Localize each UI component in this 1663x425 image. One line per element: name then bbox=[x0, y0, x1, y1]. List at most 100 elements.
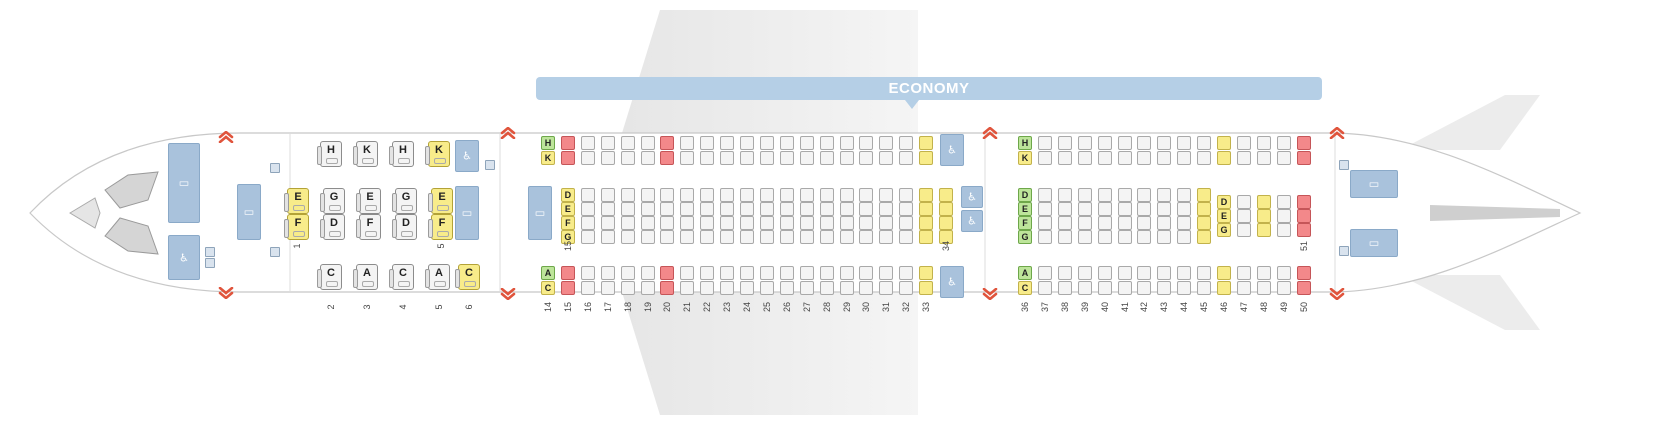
economy-seat[interactable] bbox=[1137, 202, 1152, 216]
economy-seat[interactable] bbox=[939, 188, 953, 202]
economy-seat[interactable] bbox=[1037, 216, 1052, 230]
economy-seat[interactable] bbox=[879, 151, 894, 165]
economy-seat[interactable] bbox=[759, 188, 774, 202]
economy-seat[interactable] bbox=[680, 281, 695, 295]
economy-seat[interactable] bbox=[580, 202, 595, 216]
economy-seat[interactable] bbox=[1197, 281, 1212, 295]
economy-seat[interactable] bbox=[839, 230, 854, 244]
economy-seat[interactable] bbox=[1157, 202, 1172, 216]
business-seat[interactable]: C bbox=[317, 264, 342, 290]
economy-seat[interactable] bbox=[1197, 216, 1212, 230]
economy-seat[interactable] bbox=[1097, 136, 1112, 150]
economy-seat[interactable] bbox=[799, 151, 814, 165]
economy-seat[interactable] bbox=[1117, 151, 1132, 165]
economy-seat[interactable] bbox=[1117, 266, 1132, 280]
business-seat[interactable]: K bbox=[353, 141, 378, 167]
economy-seat[interactable]: A bbox=[1018, 266, 1032, 280]
economy-seat[interactable] bbox=[839, 136, 854, 150]
economy-seat[interactable] bbox=[600, 230, 615, 244]
economy-seat[interactable] bbox=[740, 188, 754, 202]
economy-seat[interactable] bbox=[1137, 216, 1152, 230]
economy-seat[interactable] bbox=[1077, 266, 1092, 280]
economy-seat[interactable] bbox=[1236, 266, 1251, 280]
business-seat[interactable]: G bbox=[320, 188, 345, 214]
economy-seat[interactable]: H bbox=[1018, 136, 1032, 150]
economy-seat[interactable] bbox=[1197, 151, 1212, 165]
economy-seat[interactable] bbox=[1057, 230, 1072, 244]
economy-seat[interactable] bbox=[620, 188, 635, 202]
economy-seat[interactable]: K bbox=[1018, 151, 1032, 165]
economy-seat[interactable] bbox=[700, 202, 715, 216]
economy-seat[interactable] bbox=[879, 136, 894, 150]
economy-seat[interactable] bbox=[1296, 209, 1311, 223]
economy-seat[interactable] bbox=[600, 188, 615, 202]
economy-seat[interactable] bbox=[1137, 151, 1152, 165]
economy-seat[interactable] bbox=[919, 281, 934, 295]
economy-seat[interactable] bbox=[1296, 281, 1311, 295]
economy-seat[interactable]: K bbox=[541, 151, 555, 165]
economy-seat[interactable] bbox=[1197, 136, 1212, 150]
economy-seat[interactable] bbox=[1097, 202, 1112, 216]
economy-seat[interactable] bbox=[859, 202, 874, 216]
economy-seat[interactable] bbox=[1137, 266, 1152, 280]
economy-seat[interactable] bbox=[740, 136, 754, 150]
business-seat[interactable]: C bbox=[389, 264, 414, 290]
economy-seat[interactable] bbox=[640, 151, 655, 165]
economy-seat[interactable] bbox=[919, 188, 934, 202]
economy-seat[interactable] bbox=[799, 216, 814, 230]
economy-seat[interactable] bbox=[1097, 266, 1112, 280]
economy-seat[interactable] bbox=[1037, 136, 1052, 150]
economy-seat[interactable] bbox=[1177, 216, 1192, 230]
economy-seat[interactable] bbox=[1097, 151, 1112, 165]
economy-seat[interactable] bbox=[839, 202, 854, 216]
economy-seat[interactable] bbox=[1236, 209, 1251, 223]
economy-seat[interactable] bbox=[759, 136, 774, 150]
economy-seat[interactable] bbox=[620, 136, 635, 150]
economy-seat[interactable] bbox=[859, 188, 874, 202]
business-seat[interactable]: H bbox=[389, 141, 414, 167]
economy-seat[interactable] bbox=[1296, 151, 1311, 165]
economy-seat[interactable] bbox=[779, 216, 794, 230]
economy-seat[interactable] bbox=[799, 188, 814, 202]
economy-seat[interactable] bbox=[620, 281, 635, 295]
economy-seat[interactable] bbox=[1256, 151, 1271, 165]
economy-seat[interactable] bbox=[660, 136, 675, 150]
economy-seat[interactable] bbox=[1217, 266, 1231, 280]
economy-seat[interactable] bbox=[700, 266, 715, 280]
economy-seat[interactable] bbox=[740, 230, 754, 244]
economy-seat[interactable] bbox=[1177, 266, 1192, 280]
economy-seat[interactable] bbox=[720, 281, 735, 295]
economy-seat[interactable] bbox=[759, 202, 774, 216]
economy-seat[interactable] bbox=[839, 281, 854, 295]
economy-seat[interactable] bbox=[899, 230, 914, 244]
economy-seat[interactable] bbox=[759, 266, 774, 280]
economy-seat[interactable] bbox=[700, 136, 715, 150]
economy-seat[interactable] bbox=[640, 230, 655, 244]
economy-seat[interactable] bbox=[580, 216, 595, 230]
economy-seat[interactable] bbox=[580, 230, 595, 244]
economy-seat[interactable] bbox=[1256, 223, 1271, 237]
business-seat[interactable]: G bbox=[392, 188, 417, 214]
economy-seat[interactable] bbox=[1077, 202, 1092, 216]
economy-seat[interactable] bbox=[1256, 209, 1271, 223]
economy-seat[interactable] bbox=[1236, 136, 1251, 150]
economy-seat[interactable]: G bbox=[1217, 223, 1231, 237]
economy-seat[interactable] bbox=[700, 151, 715, 165]
economy-seat[interactable]: D bbox=[1217, 195, 1231, 209]
economy-seat[interactable] bbox=[620, 230, 635, 244]
economy-seat[interactable] bbox=[700, 230, 715, 244]
economy-seat[interactable] bbox=[799, 281, 814, 295]
economy-seat[interactable] bbox=[680, 230, 695, 244]
economy-seat[interactable] bbox=[859, 230, 874, 244]
economy-seat[interactable] bbox=[1157, 151, 1172, 165]
economy-seat[interactable] bbox=[1276, 209, 1291, 223]
economy-seat[interactable] bbox=[759, 281, 774, 295]
economy-seat[interactable] bbox=[1236, 281, 1251, 295]
economy-seat[interactable] bbox=[899, 266, 914, 280]
economy-seat[interactable]: G bbox=[1018, 230, 1032, 244]
economy-seat[interactable] bbox=[580, 188, 595, 202]
economy-seat[interactable] bbox=[779, 188, 794, 202]
economy-seat[interactable] bbox=[740, 281, 754, 295]
economy-seat[interactable] bbox=[740, 216, 754, 230]
economy-seat[interactable] bbox=[899, 136, 914, 150]
